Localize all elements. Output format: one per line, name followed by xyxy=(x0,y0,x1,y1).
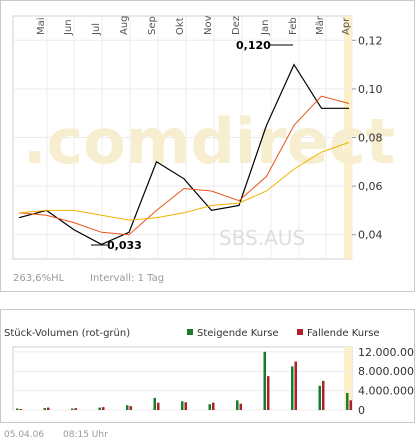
footer-date: 05.04.06 xyxy=(4,430,45,440)
volume-bar-up xyxy=(263,351,266,410)
y-tick-label: 0,12 xyxy=(358,34,383,47)
volume-bar-down xyxy=(184,402,187,410)
footer-time: 08:15 Uhr xyxy=(63,430,108,440)
volume-bar-up xyxy=(153,397,156,410)
month-label: Mai xyxy=(36,17,47,35)
month-label: Jul xyxy=(91,23,102,36)
month-label: Apr xyxy=(341,17,352,35)
volume-bar-up xyxy=(98,407,101,410)
month-label: Jan xyxy=(260,20,271,36)
volume-tick-label: 12.000.000 xyxy=(358,346,414,359)
legend-up-swatch xyxy=(187,329,193,335)
volume-bar-down xyxy=(294,361,297,410)
series-line xyxy=(18,95,350,236)
series-line xyxy=(18,141,350,221)
month-label: Nov xyxy=(203,15,214,35)
volume-bar-down xyxy=(102,407,105,410)
volume-chart: Stück-Volumen (rot-grün) Steigende Kurse… xyxy=(4,328,417,417)
price-chart: .comdirect SBS.AUS 0,120 0,033 Mai Jun Jul… xyxy=(12,15,395,284)
month-label: Mär xyxy=(315,15,326,35)
max-label: 0,120 xyxy=(236,39,271,52)
volume-bar-down xyxy=(47,407,50,410)
volume-bar-up xyxy=(181,401,184,410)
price-grid xyxy=(13,16,353,259)
price-chart-panel: .comdirect SBS.AUS 0,120 0,033 Mai Jun Jul… xyxy=(0,0,415,292)
volume-tick-label: 4.000.000 xyxy=(358,385,414,398)
y-tick-label: 0,10 xyxy=(358,83,383,96)
volume-bar-down xyxy=(322,380,325,410)
volume-bar-up xyxy=(208,404,211,410)
min-label: 0,033 xyxy=(107,239,142,252)
volume-tick-label: 0 xyxy=(358,404,365,417)
volume-bar-down xyxy=(349,400,352,410)
volume-plot-area xyxy=(12,346,353,411)
volume-y-axis: 12.000.000 8.000.000 4.000.000 0 xyxy=(358,346,417,417)
y-tick-label: 0,08 xyxy=(358,132,383,145)
interval-label: Intervall: 1 Tag xyxy=(90,273,164,284)
volume-bar-down xyxy=(19,409,22,410)
volume-bar-down xyxy=(129,406,132,410)
volume-bar-up xyxy=(43,408,46,410)
volume-bar-up xyxy=(126,405,129,410)
month-label: Sep xyxy=(147,16,158,35)
legend-down-swatch xyxy=(297,329,303,335)
volume-bar-up xyxy=(236,400,239,410)
volume-bar-up xyxy=(346,393,349,410)
y-tick-label: 0,04 xyxy=(358,229,383,242)
price-annotations: 0,120 0,033 xyxy=(91,39,293,252)
month-labels: Mai Jun Jul Aug Sep Okt Nov Dez Jan Feb Mär Apr xyxy=(36,15,352,36)
legend-down-label: Fallende Kurse xyxy=(307,328,380,339)
month-label: Dez xyxy=(231,16,242,35)
series-line xyxy=(18,63,349,246)
volume-title: Stück-Volumen (rot-grün) xyxy=(4,328,130,339)
range-label: 263,6%HL xyxy=(13,273,65,284)
volume-bar-up xyxy=(318,385,321,410)
month-label: Okt xyxy=(175,17,186,35)
month-label: Jun xyxy=(63,19,74,36)
volume-bar-down xyxy=(74,408,77,410)
month-label: Aug xyxy=(119,15,130,35)
volume-bar-up xyxy=(71,408,74,410)
watermark-symbol: SBS.AUS xyxy=(219,226,305,250)
price-lines xyxy=(18,63,350,246)
volume-bars xyxy=(16,351,352,410)
volume-bar-up xyxy=(16,408,19,410)
volume-bar-down xyxy=(239,403,242,410)
volume-bar-down xyxy=(267,376,270,410)
volume-current-highlight xyxy=(344,347,352,410)
month-label: Feb xyxy=(288,17,299,35)
watermark-comdirect: .comdirect xyxy=(23,105,395,178)
volume-tick-label: 8.000.000 xyxy=(358,365,414,378)
volume-chart-panel: Stück-Volumen (rot-grün) Steigende Kurse… xyxy=(0,309,417,423)
legend-up-label: Steigende Kurse xyxy=(197,328,279,339)
y-tick-label: 0,06 xyxy=(358,180,383,193)
volume-bar-up xyxy=(291,366,294,410)
price-y-axis: 0,12 0,10 0,08 0,06 0,04 xyxy=(352,34,383,242)
volume-bar-down xyxy=(212,402,215,410)
volume-bar-down xyxy=(157,402,160,410)
